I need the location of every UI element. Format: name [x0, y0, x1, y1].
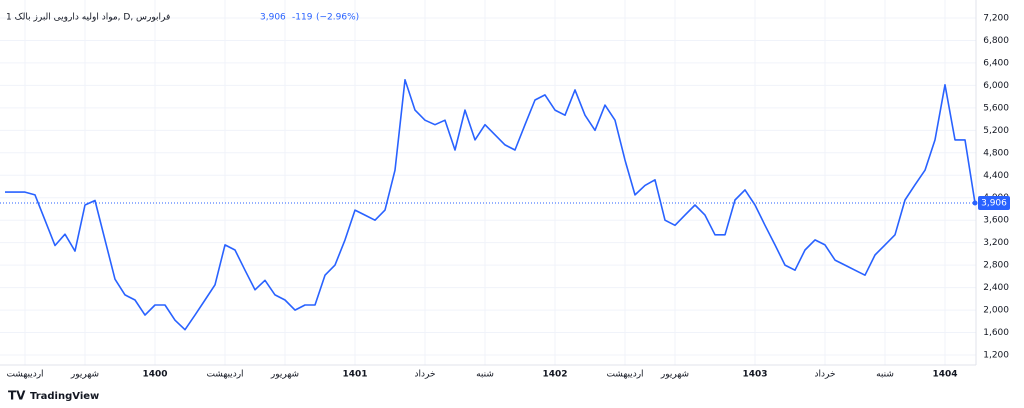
- y-tick-label: 2,000: [983, 306, 1009, 316]
- y-tick-label: 1,200: [983, 351, 1009, 361]
- x-tick-label: شهریور: [70, 370, 99, 380]
- chart-title: مواد اولیه دارویی البرز بالک 1, D, فرابو…: [6, 13, 170, 23]
- x-tick-label: شهریور: [270, 370, 299, 380]
- price-tag: [978, 196, 1010, 211]
- x-tick-label: شنبه: [476, 370, 494, 380]
- price-tag-label: 3,906: [981, 199, 1007, 209]
- y-tick-label: 5,600: [983, 103, 1009, 113]
- x-tick-label: خرداد: [814, 370, 835, 380]
- x-tick-label: خرداد: [414, 370, 435, 380]
- x-tick-label: شهریور: [660, 370, 689, 380]
- change-pct: (−2.96%): [316, 13, 359, 23]
- y-tick-label: 5,200: [983, 126, 1009, 136]
- x-tick-label: 1403: [742, 370, 767, 380]
- x-tick-label: اردیبهشت: [606, 370, 643, 380]
- last-price: 3,906: [260, 13, 286, 23]
- y-tick-label: 4,800: [983, 148, 1009, 158]
- price-line: [5, 79, 976, 331]
- x-tick-label: شنبه: [876, 370, 894, 380]
- brand-logo: 𝗧𝗩: [8, 389, 26, 403]
- y-tick-label: 3,600: [983, 216, 1009, 226]
- y-tick-label: 3,200: [983, 238, 1009, 248]
- y-tick-label: 6,000: [983, 81, 1009, 91]
- x-tick-label: اردیبهشت: [6, 370, 43, 380]
- y-tick-label: 1,600: [983, 328, 1009, 338]
- brand: TradingView: [30, 391, 99, 402]
- header-values: 3,906 -119 (−2.96%): [260, 13, 359, 23]
- x-tick-label: 1404: [932, 370, 957, 380]
- x-tick-label: اردیبهشت: [206, 370, 243, 380]
- y-tick-label: 2,400: [983, 283, 1009, 293]
- y-tick-label: 6,400: [983, 58, 1009, 68]
- x-tick-label: 1402: [542, 370, 567, 380]
- y-tick-label: 7,200: [983, 14, 1009, 24]
- y-tick-label: 4,400: [983, 171, 1009, 181]
- x-tick-label: 1401: [342, 370, 367, 380]
- y-tick-label: 6,800: [983, 36, 1009, 46]
- x-tick-label: 1400: [142, 370, 167, 380]
- change: -119: [292, 13, 313, 23]
- y-tick-label: 2,800: [983, 261, 1009, 271]
- last-point: [972, 200, 978, 206]
